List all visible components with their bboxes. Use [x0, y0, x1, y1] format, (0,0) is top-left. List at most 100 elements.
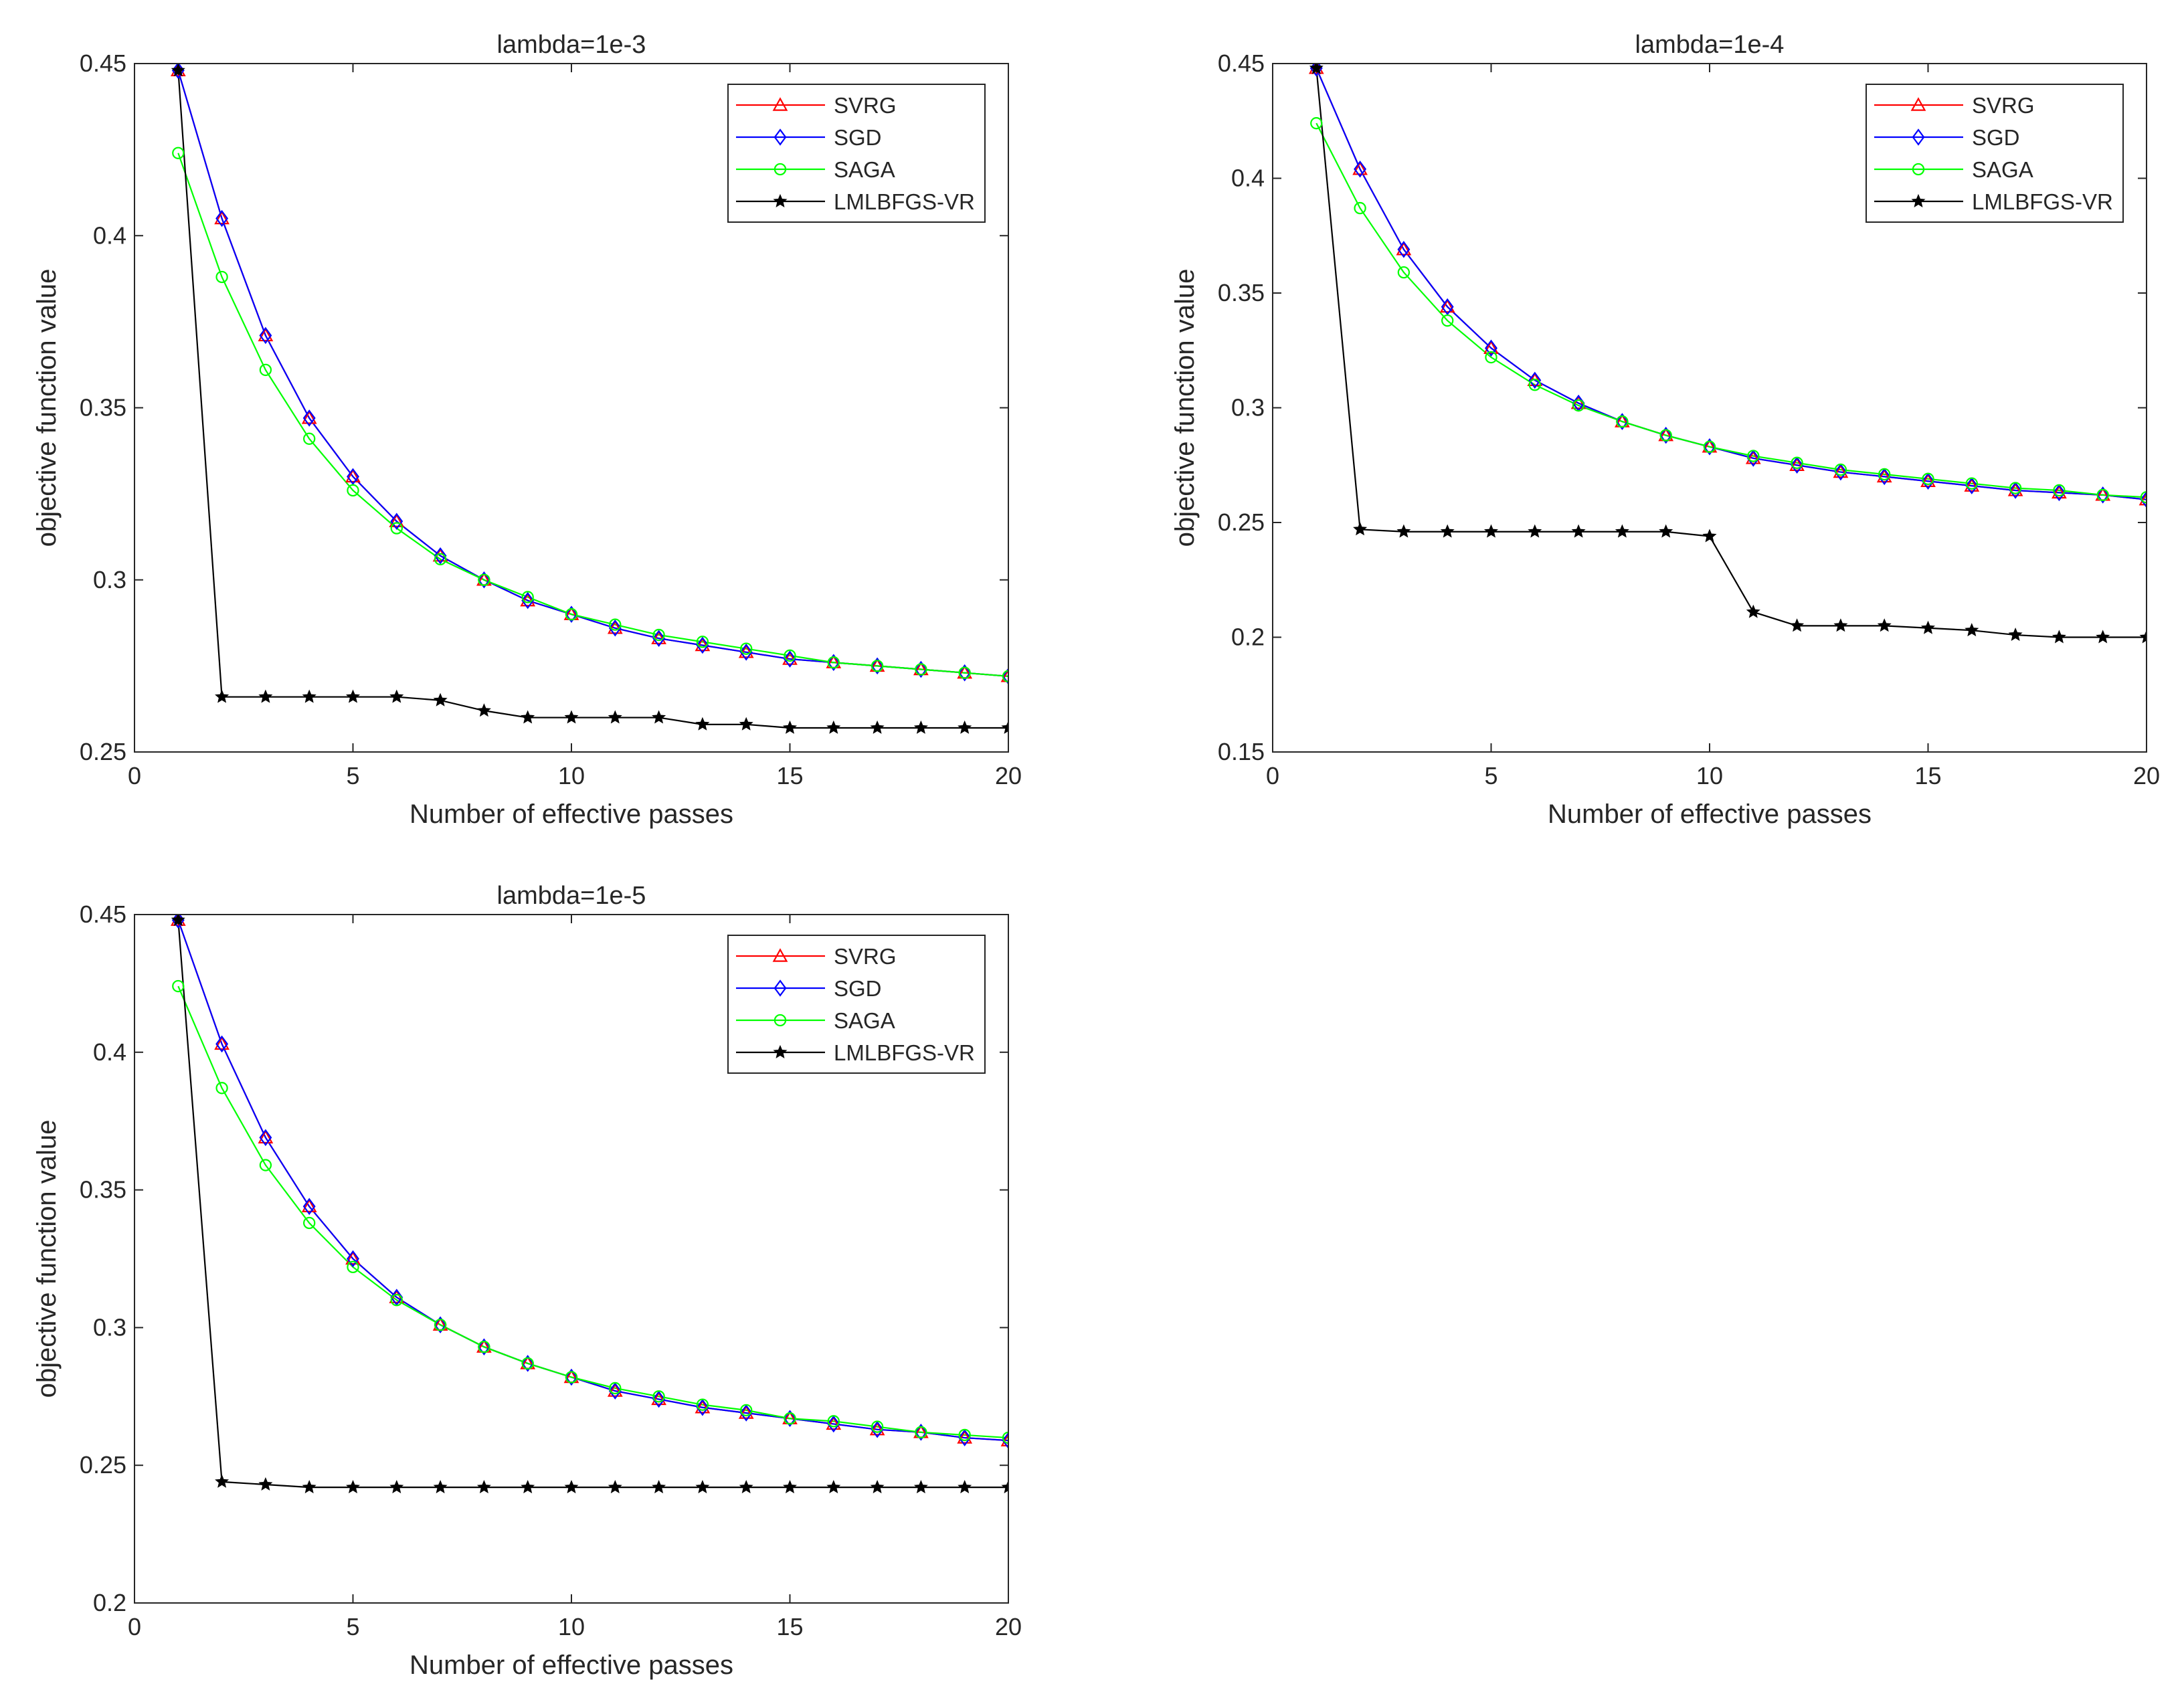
- series-line-lmlbfgs-vr: [1315, 68, 2147, 638]
- series-line-sgd: [177, 919, 1008, 1442]
- data-point-sgd: [958, 1429, 972, 1446]
- data-point-saga: [1441, 314, 1454, 327]
- data-point-sgd: [1002, 668, 1008, 685]
- data-point-lmlbfgs-vr: [1746, 604, 1760, 618]
- legend-marker-svrg: [772, 97, 788, 111]
- x-tick-label: 0: [128, 762, 141, 789]
- data-point-lmlbfgs-vr: [433, 1480, 448, 1494]
- y-tick-label: 0.25: [1218, 508, 1265, 536]
- data-point-lmlbfgs-vr: [739, 717, 753, 731]
- data-point-sgd: [477, 1338, 490, 1355]
- y-tick-label: 0.2: [93, 1589, 126, 1616]
- data-point-sgd: [565, 1368, 578, 1386]
- data-point-sgd: [1659, 426, 1673, 444]
- data-point-lmlbfgs-vr: [1528, 524, 1542, 538]
- data-point-saga: [652, 628, 665, 642]
- data-point-sgd: [1791, 456, 1804, 474]
- data-point-lmlbfgs-vr: [564, 1480, 579, 1494]
- x-tick-label: 0: [128, 1613, 141, 1640]
- data-point-sgd: [521, 1355, 535, 1372]
- data-point-lmlbfgs-vr: [608, 710, 622, 724]
- data-point-svrg: [738, 1405, 754, 1419]
- legend-marker-svrg: [1910, 97, 1926, 111]
- data-point-svrg: [1483, 340, 1499, 355]
- data-point-saga: [740, 1404, 753, 1417]
- series-line-lmlbfgs-vr: [177, 70, 1008, 729]
- data-point-sgd: [652, 1390, 666, 1408]
- legend-marker-svrg: [772, 948, 788, 962]
- data-point-lmlbfgs-vr: [870, 720, 885, 734]
- y-tick-label: 0.25: [80, 738, 126, 765]
- data-point-lmlbfgs-vr: [2008, 628, 2023, 642]
- x-tick-label: 5: [1484, 762, 1497, 789]
- data-point-saga: [609, 1382, 622, 1395]
- data-point-lmlbfgs-vr: [564, 710, 579, 724]
- data-point-lmlbfgs-vr: [433, 692, 448, 706]
- data-point-saga: [1965, 477, 1978, 490]
- chart-title: lambda=1e-4: [1635, 31, 1785, 59]
- x-axis-label: Number of effective passes: [1548, 799, 1872, 829]
- x-tick-label: 15: [1914, 762, 1941, 789]
- data-point-svrg: [214, 1036, 230, 1050]
- legend: SVRG SGD SAGA LMLBFGS-VR: [727, 935, 986, 1074]
- data-point-svrg: [695, 1399, 711, 1414]
- data-point-lmlbfgs-vr: [695, 1480, 710, 1494]
- data-point-sgd: [1485, 339, 1497, 357]
- data-point-saga: [1397, 266, 1410, 279]
- data-point-sgd: [2096, 486, 2110, 504]
- data-point-saga: [827, 1415, 840, 1428]
- data-point-saga: [784, 1412, 796, 1425]
- data-point-sgd: [215, 1035, 229, 1053]
- data-point-sgd: [1922, 472, 1934, 490]
- data-point-sgd: [347, 1250, 359, 1268]
- data-point-sgd: [302, 409, 316, 427]
- y-tick-label: 0.25: [80, 1451, 126, 1479]
- x-tick-label: 0: [1266, 762, 1279, 789]
- data-point-sgd: [652, 630, 666, 647]
- legend-marker-saga: [774, 1014, 787, 1027]
- legend-marker-lmlbfgs-vr: [773, 193, 788, 207]
- x-tick-label: 20: [995, 762, 1022, 789]
- data-point-lmlbfgs-vr: [171, 64, 185, 77]
- data-point-sgd: [477, 571, 490, 589]
- data-point-svrg: [345, 468, 361, 483]
- data-point-saga: [1791, 456, 1803, 469]
- data-point-lmlbfgs-vr: [302, 689, 316, 703]
- data-point-sgd: [215, 209, 229, 227]
- data-point-sgd: [739, 644, 753, 661]
- data-point-svrg: [826, 1416, 842, 1430]
- y-tick-label: 0.45: [80, 50, 126, 77]
- y-tick-label: 0.35: [1218, 279, 1265, 306]
- data-point-lmlbfgs-vr: [215, 689, 230, 703]
- data-point-saga: [434, 553, 447, 566]
- y-axis-label: objective function value: [32, 269, 62, 547]
- data-point-lmlbfgs-vr: [1571, 524, 1586, 538]
- legend-box: [1865, 84, 2124, 223]
- data-point-saga: [1572, 399, 1585, 412]
- axes-box: [134, 914, 1009, 1604]
- data-point-saga: [1747, 450, 1760, 462]
- y-tick-label: 0.4: [1231, 165, 1265, 192]
- data-point-saga: [347, 484, 359, 497]
- data-point-sgd: [2140, 490, 2147, 508]
- series-line-saga: [177, 153, 1008, 677]
- data-point-lmlbfgs-vr: [695, 717, 710, 731]
- data-point-saga: [521, 1357, 534, 1370]
- data-point-saga: [215, 270, 228, 284]
- data-point-saga: [871, 1420, 884, 1433]
- legend-label-saga: SAGA: [834, 1008, 895, 1033]
- data-point-sgd: [871, 657, 884, 675]
- legend-label-sgd: SGD: [1972, 125, 2020, 150]
- data-point-lmlbfgs-vr: [826, 1480, 841, 1494]
- data-point-sgd: [739, 1404, 753, 1422]
- data-point-saga: [784, 649, 796, 662]
- y-tick-label: 0.3: [93, 1313, 126, 1341]
- data-point-lmlbfgs-vr: [1353, 522, 1368, 536]
- data-point-lmlbfgs-vr: [345, 689, 361, 703]
- legend-label-svrg: SVRG: [834, 93, 897, 118]
- legend-marker-lmlbfgs-vr: [773, 1044, 788, 1058]
- legend: SVRG SGD SAGA LMLBFGS-VR: [1865, 84, 2124, 223]
- y-tick-label: 0.4: [93, 1038, 126, 1066]
- data-point-saga: [1310, 117, 1323, 130]
- data-point-svrg: [607, 1383, 623, 1397]
